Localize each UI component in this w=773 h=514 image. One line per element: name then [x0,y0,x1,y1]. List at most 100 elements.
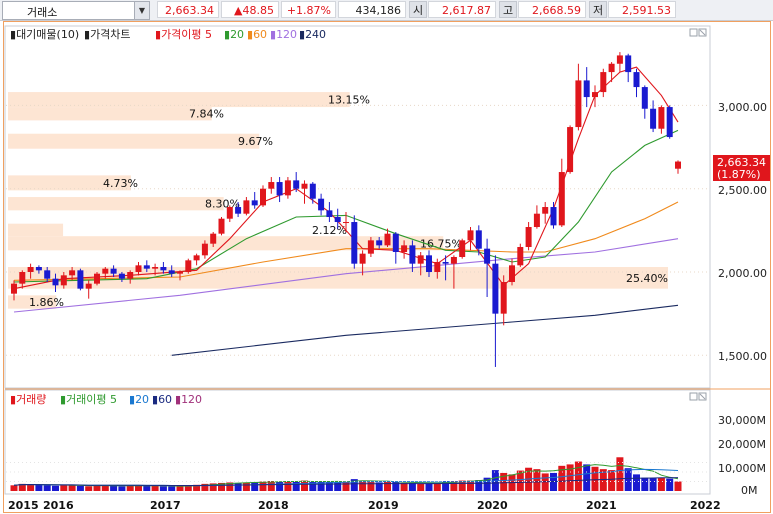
price-change-pct: +1.87% [281,1,336,18]
candle-body [616,55,623,64]
x-label-2015: 2015 [8,499,39,512]
volume-bar [591,466,599,491]
x-label-2020: 2020 [477,499,508,512]
volume-bar [334,481,342,491]
candle-body [633,72,640,88]
candle-body [650,108,657,129]
candle-body [260,188,266,206]
candle-body [492,263,499,314]
volume-bar [566,464,574,491]
volume-bar [317,481,325,491]
volume-bar [76,485,84,491]
volume-bar [417,483,425,491]
volume-bar [674,481,682,491]
x-axis: 2015 2016 2017 2018 2019 2020 2021 2022 [8,499,721,512]
x-label-2022: 2022 [690,499,721,512]
volume-bar [159,486,167,491]
legend-ma120[interactable]: ▮120 [270,28,297,41]
volume-legend: ▮거래량 ▮거래이평 5 ▮20 ▮60 ▮120 [10,393,202,406]
candle-body [334,217,341,223]
volume-bar [126,485,134,491]
x-label-2016: 2016 [43,499,74,512]
legend-vol-ma120[interactable]: ▮120 [175,393,202,406]
candle-body [450,257,457,264]
close-icon-stroke [699,29,706,36]
candle-body [301,183,308,189]
volume-bar [616,457,624,491]
volume-bar [18,483,26,491]
volume-panel-controls [689,392,707,401]
volume-bar [251,481,259,491]
candle-body [201,243,208,256]
candle-body [475,230,482,249]
legend-ma20[interactable]: ▮20 [224,28,244,41]
volume-bar [657,477,665,491]
maximize-icon[interactable] [689,392,698,401]
vol-tick-20000: 20,000M [718,438,766,451]
maximize-icon[interactable] [689,28,698,37]
overhang-label: 13.15% [328,94,370,107]
volume-bar [143,485,151,491]
candle-body [343,222,349,224]
legend-ma60[interactable]: ▮60 [247,28,267,41]
vol-tick-10000: 10,000M [718,462,766,475]
candle-body [152,267,159,269]
overhang-zone [8,133,260,149]
y-tick-2500: 2,500.00 [718,184,767,197]
candle-body [135,265,142,272]
low-price: 2,591.53 [608,1,676,18]
overhang-zone [8,107,212,121]
volume-bar [10,485,18,491]
close-icon-stroke [699,393,706,400]
candle-body [376,240,383,246]
open-price: 2,617.87 [428,1,496,18]
legend-ma240[interactable]: ▮240 [299,28,326,41]
volume-bar [458,480,466,491]
volume-bar [400,482,408,491]
legend-price-chart[interactable]: ▮가격차트 [84,28,131,41]
current-price: 2,663.34 [157,1,219,18]
legend-vol-ma20[interactable]: ▮20 [129,393,149,406]
volume-bar [209,483,217,491]
low-label: 저 [589,1,607,18]
legend-volume[interactable]: ▮거래량 [10,393,46,406]
market-select[interactable]: 거래소 ▼ [2,1,150,20]
candle-body [592,92,598,98]
overhang-zone [8,175,131,191]
candle-body [35,267,42,271]
volume-bar [325,481,333,491]
legend-overhang[interactable]: ▮대기매물(10) [10,28,79,41]
candle-body [484,248,491,264]
candle-body [442,262,449,264]
volume-bar [666,478,674,491]
legend-vol-ma60[interactable]: ▮60 [152,393,172,406]
candle-body [675,161,681,169]
candle-body [160,267,167,271]
legend-ma5[interactable]: ▮가격이평 5 [155,28,212,41]
price-panel-controls [689,28,707,37]
volume-bar [350,479,358,491]
current-price-box [713,155,770,181]
chevron-down-icon[interactable]: ▼ [134,2,149,19]
candle-body [658,107,665,129]
candle-body [434,262,441,272]
candle-body [110,268,117,274]
candle-body [309,183,316,199]
overhang-label: 16.75% [420,237,462,250]
volume-bar [35,484,43,491]
volume-bar [218,482,225,491]
volume-bar [624,468,632,491]
candle-body [625,55,632,73]
volume-bar [516,470,524,491]
candle-body [210,233,217,244]
candle-body [185,260,192,272]
candle-body [608,63,615,73]
overhang-zone [8,295,57,309]
candle-body [85,283,92,289]
volume-bar [101,485,109,491]
legend-vol-ma5[interactable]: ▮거래이평 5 [60,393,117,406]
candle-body [666,107,673,138]
candle-body [276,182,283,196]
x-label-2021: 2021 [586,499,617,512]
